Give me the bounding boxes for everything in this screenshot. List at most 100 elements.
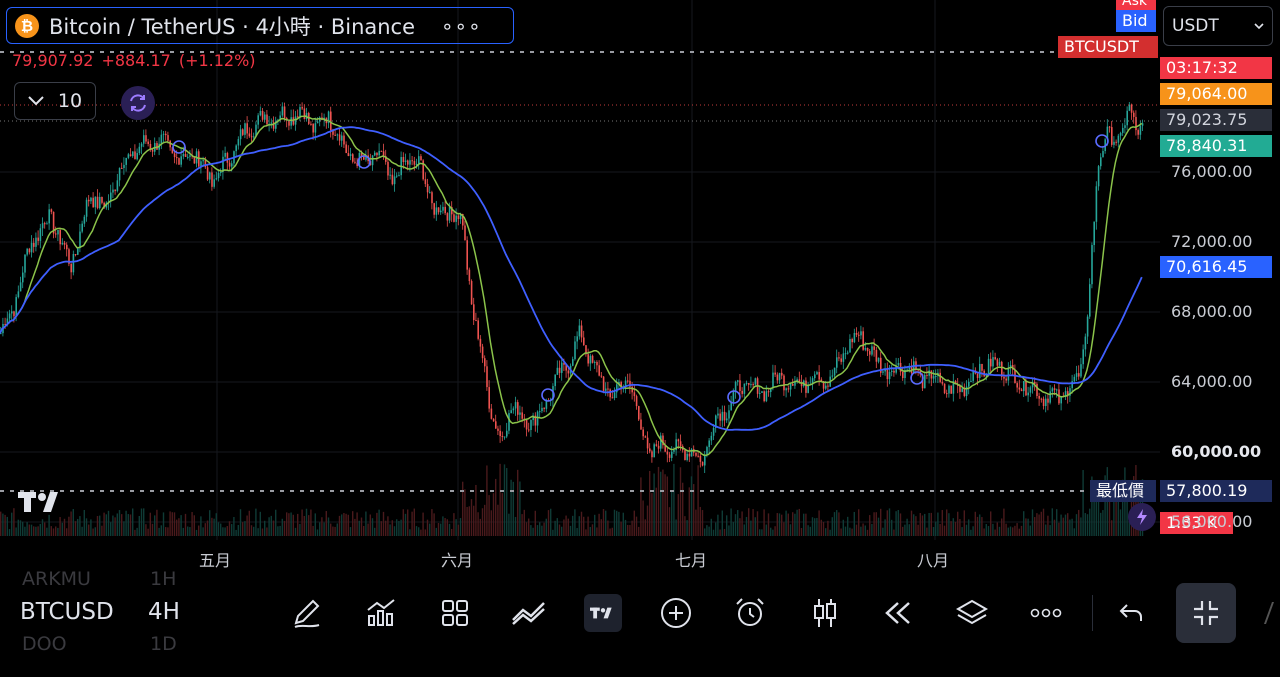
candle-body (950, 385, 952, 394)
symbol-header[interactable]: ₿ Bitcoin / TetherUS · 4小時 · Binance ∘∘∘ (6, 7, 514, 44)
volume-bar (165, 527, 167, 536)
volume-bar (1042, 508, 1045, 536)
bottom-symbol-button[interactable]: BTCUSD (20, 599, 114, 625)
volume-bar (132, 508, 134, 536)
volume-bar (264, 520, 266, 536)
volume-bar (798, 508, 800, 536)
volume-bar (910, 510, 913, 536)
volume-bar (534, 510, 536, 536)
add-tool-button[interactable] (657, 594, 695, 632)
draw-tool-button[interactable] (288, 594, 326, 632)
layers-tool-button[interactable] (953, 594, 991, 632)
undo-button[interactable] (1112, 594, 1150, 632)
chevron-down-icon (1254, 22, 1264, 29)
candle-body (734, 381, 737, 392)
volume-bar (884, 519, 886, 536)
candle-body (125, 157, 127, 165)
more-tools-button[interactable] (1027, 594, 1065, 632)
volume-bar (972, 526, 974, 536)
candle-body (591, 355, 594, 363)
exit-fullscreen-button[interactable] (1176, 583, 1236, 643)
more-options-icon[interactable]: ∘∘∘ (441, 13, 482, 38)
candle-body (1119, 132, 1122, 136)
volume-bar (774, 526, 776, 536)
compare-tool-button[interactable] (510, 594, 548, 632)
candle-body (690, 449, 693, 457)
candle-body (739, 380, 741, 391)
candle-style-button[interactable] (806, 594, 844, 632)
indicators-tool-button[interactable] (362, 594, 400, 632)
refresh-button[interactable] (121, 86, 155, 120)
candle-body (182, 154, 185, 157)
candle-body (283, 106, 286, 119)
candle-body (215, 178, 218, 180)
rewind-icon (885, 602, 910, 624)
candle-body (745, 383, 748, 385)
candle-body (567, 370, 570, 374)
candle-body (477, 320, 479, 339)
candle-body (530, 420, 532, 430)
replay-tool-button[interactable] (879, 594, 917, 632)
candle-body (976, 373, 979, 379)
candle-body (924, 374, 926, 389)
currency-select[interactable]: USDT (1163, 6, 1273, 46)
volume-bar (605, 510, 607, 536)
volume-bar (220, 523, 222, 536)
lightning-icon[interactable] (1128, 503, 1156, 531)
candle-body (1001, 361, 1003, 377)
candle-body (996, 359, 999, 366)
volume-bar (303, 515, 305, 536)
volume-bar (818, 510, 820, 536)
layout-tool-button[interactable] (436, 594, 474, 632)
price-chart[interactable] (0, 0, 1160, 540)
volume-bar (662, 469, 664, 536)
candle-body (563, 362, 565, 365)
volume-bar (627, 524, 629, 536)
volume-bar (83, 509, 85, 536)
candle-body (992, 357, 994, 367)
candle-body (631, 386, 633, 393)
candle-body (437, 207, 440, 213)
candle-body (633, 392, 636, 397)
volume-bar (314, 513, 316, 536)
candle-body (332, 130, 334, 135)
volume-bar (990, 511, 992, 536)
volume-bar (455, 519, 457, 536)
candle-body (664, 445, 666, 452)
volume-bar (849, 527, 851, 536)
candle-body (987, 358, 990, 374)
candle-body (272, 122, 275, 129)
volume-bar (490, 510, 492, 536)
volume-bar (979, 514, 981, 536)
candle-body (448, 206, 451, 221)
candle-body (695, 452, 697, 456)
indicators-toggle-button[interactable]: 10 (14, 82, 96, 120)
tradingview-tool-button[interactable] (584, 594, 622, 632)
candle-body (378, 150, 380, 156)
candle-body (789, 383, 792, 390)
volume-bar (563, 519, 565, 536)
candle-body (94, 196, 97, 208)
candle-body (748, 383, 750, 385)
candle-body (774, 372, 776, 375)
volume-bar (594, 514, 596, 536)
volume-bar (895, 511, 897, 536)
volume-bar (107, 510, 110, 536)
volume-bar (4, 514, 6, 536)
currency-value: USDT (1172, 16, 1219, 36)
candle-body (629, 380, 631, 387)
volume-bar (173, 512, 176, 536)
volume-bar (1056, 509, 1058, 536)
volume-bar (63, 518, 66, 536)
candle-body (679, 441, 682, 447)
volume-bar (426, 519, 429, 536)
price-change-percent: (+1.12%) (178, 51, 256, 70)
alert-tool-button[interactable] (731, 594, 769, 632)
volume-bar (992, 523, 994, 536)
volume-bar (536, 525, 539, 536)
low-label-tag: 最低價 (1090, 480, 1156, 502)
bottom-timeframe-button[interactable]: 4H (148, 599, 180, 625)
candle-body (176, 157, 178, 159)
volume-bar (880, 508, 882, 536)
toolbar-divider (1092, 595, 1093, 631)
